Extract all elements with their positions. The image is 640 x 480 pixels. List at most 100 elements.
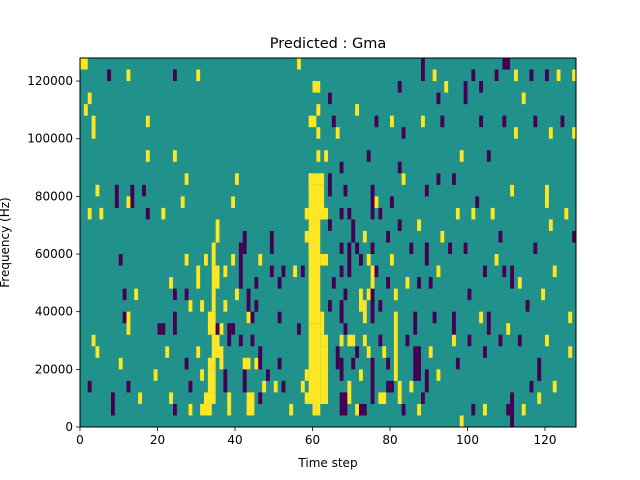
heatmap-cell bbox=[382, 346, 387, 358]
plot-frame bbox=[79, 57, 577, 428]
heatmap-cell bbox=[370, 288, 375, 324]
heatmap-cell bbox=[207, 369, 216, 393]
heatmap-cell bbox=[545, 334, 549, 347]
heatmap-cell bbox=[475, 196, 480, 208]
heatmap-cell bbox=[390, 254, 394, 266]
heatmap-cell bbox=[173, 69, 177, 82]
heatmap-cell bbox=[297, 323, 301, 335]
heatmap-cell bbox=[266, 369, 270, 381]
heatmap-cell bbox=[204, 254, 208, 266]
heatmap-cell bbox=[490, 207, 495, 220]
heatmap-cell bbox=[83, 104, 88, 116]
heatmap-cell bbox=[173, 403, 177, 416]
heatmap-cell bbox=[246, 288, 251, 312]
heatmap-cell bbox=[339, 265, 344, 278]
heatmap-cell bbox=[242, 230, 247, 255]
heatmap-cell bbox=[277, 357, 282, 370]
heatmap-cell bbox=[347, 334, 356, 347]
heatmap-cell bbox=[405, 277, 410, 289]
heatmap-cell bbox=[506, 403, 511, 416]
heatmap-cell bbox=[448, 242, 453, 255]
heatmap-cell bbox=[118, 357, 123, 370]
heatmap-cell bbox=[494, 254, 499, 266]
heatmap-cell bbox=[510, 184, 515, 197]
heatmap-cell bbox=[366, 288, 371, 301]
heatmap-cell bbox=[254, 300, 259, 312]
heatmap-cell bbox=[374, 115, 379, 128]
heatmap-cell bbox=[339, 161, 344, 174]
heatmap-cell bbox=[184, 357, 189, 370]
heatmap-cell bbox=[343, 323, 348, 335]
heatmap-cell bbox=[386, 230, 391, 243]
heatmap-cell bbox=[424, 369, 429, 393]
x-tick-label: 20 bbox=[150, 433, 165, 447]
heatmap-cell bbox=[312, 403, 317, 416]
heatmap-cell bbox=[455, 357, 460, 370]
heatmap-cell bbox=[142, 184, 146, 197]
y-tick-label: 100000 bbox=[27, 132, 73, 146]
x-tick-label: 40 bbox=[227, 433, 242, 447]
heatmap-cell bbox=[188, 380, 193, 393]
heatmap-cell bbox=[390, 115, 394, 128]
heatmap-cell bbox=[184, 288, 189, 301]
heatmap-cell bbox=[223, 265, 228, 278]
heatmap-cell bbox=[316, 150, 321, 162]
heatmap-cell bbox=[297, 58, 301, 70]
heatmap-cell bbox=[95, 346, 100, 358]
heatmap-cell bbox=[80, 58, 88, 70]
heatmap-cell bbox=[521, 92, 526, 105]
heatmap-cell bbox=[366, 346, 371, 358]
heatmap-cell bbox=[87, 92, 92, 105]
heatmap-cell bbox=[277, 311, 282, 324]
heatmap-cell bbox=[436, 369, 441, 381]
heatmap-cell bbox=[428, 346, 433, 358]
heatmap-cell bbox=[351, 357, 356, 370]
heatmap-cell bbox=[529, 380, 534, 393]
heatmap-cell bbox=[564, 207, 569, 220]
heatmap-cell bbox=[370, 265, 375, 289]
heatmap-cell bbox=[533, 242, 538, 255]
heatmap-cell bbox=[87, 380, 92, 393]
heatmap-cell bbox=[111, 392, 115, 416]
heatmap-cell bbox=[138, 392, 143, 404]
heatmap-cell bbox=[324, 150, 329, 162]
heatmap-cell bbox=[273, 380, 278, 393]
heatmap-cell bbox=[335, 346, 340, 370]
heatmap-cell bbox=[479, 311, 484, 324]
heatmap-cell bbox=[421, 115, 425, 128]
heatmap-cell bbox=[502, 265, 507, 278]
heatmap-cell bbox=[432, 69, 437, 82]
heatmap-cell bbox=[572, 230, 577, 243]
heatmap-cell bbox=[359, 369, 363, 381]
heatmap-cell bbox=[347, 207, 352, 220]
heatmap-cell bbox=[339, 357, 344, 381]
heatmap-cell bbox=[359, 288, 363, 312]
heatmap-cell bbox=[308, 323, 321, 404]
heatmap-cell bbox=[514, 127, 518, 139]
heatmap-cell bbox=[91, 334, 96, 347]
heatmap-cell bbox=[328, 92, 332, 105]
heatmap-cell bbox=[343, 288, 348, 301]
heatmap-cell bbox=[250, 334, 255, 347]
heatmap-cell bbox=[510, 265, 515, 289]
heatmap-cell bbox=[440, 230, 445, 243]
heatmap-cell bbox=[188, 300, 193, 312]
chart-title: Predicted : Gma bbox=[270, 36, 386, 52]
heatmap-cell bbox=[173, 323, 177, 335]
heatmap-cell bbox=[211, 242, 216, 266]
heatmap-cell bbox=[436, 265, 441, 278]
heatmap-cell bbox=[374, 265, 379, 278]
heatmap-cell bbox=[95, 184, 100, 197]
heatmap-cell bbox=[165, 346, 170, 358]
x-axis-ticks: 0 20 40 60 80 100 120 bbox=[76, 427, 556, 447]
heatmap-cell bbox=[122, 311, 127, 324]
heatmap-cell bbox=[316, 403, 321, 416]
heatmap-cell bbox=[479, 115, 484, 128]
heatmap-cell bbox=[238, 265, 243, 289]
heatmap-cell bbox=[242, 369, 247, 393]
heatmap-cell bbox=[161, 207, 166, 220]
heatmap-cell bbox=[413, 346, 421, 381]
heatmap-cell bbox=[529, 69, 534, 82]
heatmap-cell bbox=[355, 242, 360, 255]
